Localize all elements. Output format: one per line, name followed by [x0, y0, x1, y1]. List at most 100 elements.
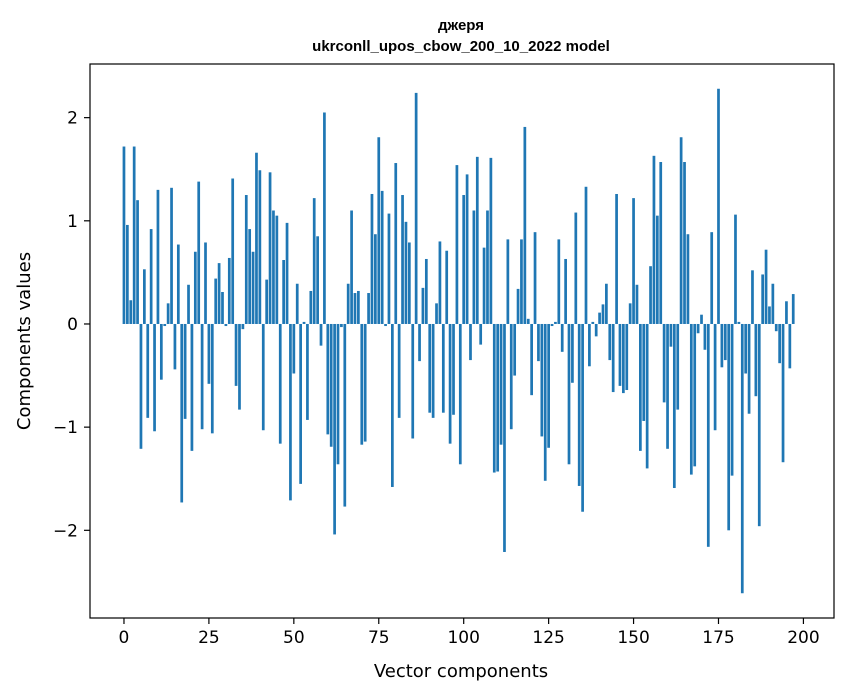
x-axis-label: Vector components [374, 661, 548, 682]
bar [414, 92, 418, 324]
bar [540, 323, 544, 437]
bar [207, 323, 211, 384]
bar [560, 323, 564, 352]
bar [441, 323, 445, 413]
bar [462, 195, 466, 324]
bar [645, 323, 649, 469]
bar [431, 323, 435, 418]
y-tick-label: 1 [67, 212, 78, 232]
bar [224, 323, 228, 327]
bar [499, 323, 503, 445]
bar [482, 247, 486, 324]
bar [370, 193, 374, 324]
bar [126, 224, 129, 324]
bar [149, 229, 153, 324]
bar [357, 290, 360, 324]
bar [309, 290, 313, 324]
bar [170, 187, 173, 324]
bar [251, 251, 255, 324]
bar [353, 293, 357, 324]
bar [183, 323, 187, 419]
bar [734, 214, 737, 324]
bar [594, 323, 598, 337]
bar [394, 163, 398, 324]
bar [326, 323, 330, 435]
bar [669, 323, 673, 347]
bar [343, 323, 347, 507]
bar [571, 323, 574, 383]
bar [672, 323, 676, 489]
bar [424, 258, 428, 324]
bar [781, 323, 785, 463]
bar [336, 323, 340, 465]
bar [700, 314, 703, 324]
bar [557, 239, 561, 324]
bar [197, 181, 201, 324]
bar [455, 165, 459, 324]
bar [469, 323, 472, 361]
bar [628, 303, 632, 324]
bar [496, 323, 500, 472]
bar [289, 323, 292, 501]
bar [445, 250, 449, 324]
bar [584, 186, 588, 324]
bar [598, 312, 601, 324]
bar [526, 318, 530, 324]
bar [516, 288, 520, 324]
bar [567, 323, 571, 465]
bar [448, 323, 452, 444]
bar [693, 323, 697, 467]
bar [635, 284, 639, 324]
bar [312, 198, 316, 324]
bar [241, 323, 245, 330]
bar [200, 323, 204, 430]
bar [550, 323, 554, 327]
chart-title: джеря [438, 17, 484, 34]
bar [360, 323, 364, 445]
bar [238, 323, 241, 410]
x-axis-ticks: 0 25 50 75 100 125 150 175 200 [119, 618, 820, 648]
y-tick-label: 2 [67, 109, 78, 129]
bar [214, 278, 218, 324]
y-axis-label: Components values [14, 252, 35, 430]
bar [703, 323, 707, 350]
bar [244, 195, 248, 324]
bar [173, 323, 177, 370]
bar [268, 172, 272, 324]
bar [401, 195, 404, 324]
bar [363, 323, 367, 442]
x-tick-label: 100 [447, 628, 479, 648]
bar [639, 323, 642, 451]
bar [537, 323, 540, 362]
bar [295, 283, 299, 324]
bar [166, 303, 170, 324]
bar [605, 283, 608, 324]
bar [652, 155, 656, 324]
bar [346, 283, 350, 324]
bar [397, 323, 401, 418]
bar [261, 323, 265, 431]
bar [204, 242, 207, 324]
bar [543, 323, 547, 481]
y-tick-label: −2 [53, 521, 78, 541]
bar [655, 215, 659, 324]
bar [193, 251, 197, 324]
bar [465, 174, 469, 324]
bar [146, 323, 150, 418]
bar [710, 232, 714, 324]
bar [744, 323, 748, 374]
bar [513, 323, 517, 376]
bar [554, 321, 557, 324]
bar [302, 321, 306, 324]
bar [696, 323, 700, 334]
bar [622, 323, 625, 394]
bar [479, 323, 483, 345]
bar [530, 323, 533, 396]
bar [129, 300, 133, 324]
bar [676, 323, 680, 410]
bar [747, 323, 751, 414]
bar [778, 323, 781, 364]
bar [350, 210, 353, 324]
